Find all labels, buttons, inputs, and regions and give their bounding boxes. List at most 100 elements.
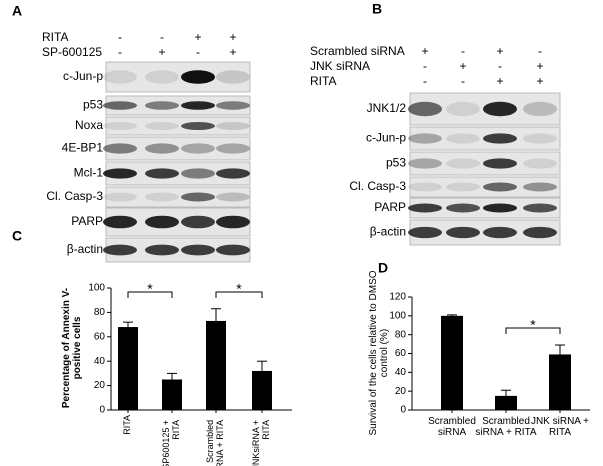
blot-band [103, 143, 137, 154]
y-tick-label: 20 [395, 386, 407, 397]
blot-band [446, 133, 480, 144]
x-tick-label: JNK siRNA + RITA [530, 416, 590, 438]
blot-band [103, 70, 137, 84]
significance-mark: * [147, 281, 153, 297]
treatment-sign: - [118, 30, 122, 44]
y-tick-label: 60 [94, 331, 106, 342]
treatment-sign: - [118, 45, 122, 59]
panel-label: B [372, 1, 382, 17]
blot-band [216, 215, 250, 229]
blot-label: Noxa [75, 118, 103, 132]
blot-label: Cl. Casp-3 [349, 179, 406, 193]
y-tick-label: 80 [395, 329, 407, 340]
blot-band [408, 226, 442, 239]
blot-label: p53 [386, 156, 406, 170]
blot-band [103, 244, 137, 256]
significance-bracket [505, 327, 561, 334]
blot-band [103, 192, 137, 202]
panel-label: A [12, 3, 22, 19]
blot-band [216, 168, 250, 179]
blot-band [181, 168, 215, 179]
blot-band [483, 226, 517, 239]
blot-label: Cl. Casp-3 [46, 189, 103, 203]
y-tick-label: 20 [94, 380, 106, 391]
y-tick-label: 0 [400, 405, 406, 416]
blot-band [145, 143, 179, 154]
significance-mark: * [530, 317, 536, 333]
treatment-sign: + [496, 44, 503, 58]
y-tick-label: 80 [94, 307, 106, 318]
x-tick-label: JNKsiRNA + RITA [251, 419, 271, 466]
x-tick-label: Scrambled siRNA + RITA [475, 416, 537, 438]
bar [549, 354, 571, 410]
y-tick-label: 0 [99, 405, 105, 416]
significance-bracket [215, 291, 263, 298]
y-axis-label: Percentage of Annexin V-positive cells [61, 287, 83, 409]
bar [162, 379, 182, 410]
blot-band [446, 182, 480, 192]
blot-band [446, 226, 480, 239]
blot-band [408, 203, 442, 213]
y-axis-label: Survival of the cells relative to DMSO c… [368, 269, 390, 436]
blot-band [523, 226, 557, 239]
blot-band [216, 70, 250, 84]
blot-band [483, 158, 517, 169]
treatment-sign: + [536, 59, 543, 73]
blot-band [483, 133, 517, 144]
blot-label: Mcl-1 [74, 166, 104, 180]
y-tick-label: 100 [389, 310, 406, 321]
bar [252, 370, 272, 410]
blot-band [483, 203, 517, 213]
treatment-label: SP-600125 [42, 45, 102, 59]
blot-band [446, 158, 480, 169]
bar [206, 320, 226, 410]
blot-strip [105, 61, 251, 93]
bar [495, 395, 517, 410]
treatment-sign: - [461, 44, 465, 58]
blot-band [408, 133, 442, 144]
blot-label: 4E-BP1 [62, 141, 104, 155]
treatment-sign: + [459, 59, 466, 73]
treatment-sign: - [196, 45, 200, 59]
blot-band [145, 215, 179, 229]
blot-band [523, 182, 557, 192]
blot-band [216, 143, 250, 154]
treatment-label: RITA [310, 74, 336, 88]
blot-label: JNK1/2 [367, 101, 407, 115]
blot-band [103, 121, 137, 131]
blot-band [145, 101, 179, 110]
blot-label: c-Jun-p [63, 69, 103, 83]
blot-band [408, 182, 442, 192]
blot-band [408, 158, 442, 169]
blot-band [446, 101, 480, 117]
y-tick-label: 100 [88, 283, 105, 294]
blot-band [145, 192, 179, 202]
blot-band [103, 168, 137, 179]
significance-mark: * [236, 281, 242, 297]
treatment-label: Scrambled siRNA [310, 44, 405, 58]
y-tick-label: 60 [395, 348, 407, 359]
blot-band [523, 158, 557, 169]
blot-band [181, 143, 215, 154]
blot-band [103, 215, 137, 229]
x-tick-label: Scrambled siRNA + RITA [205, 419, 225, 466]
significance-bracket [127, 291, 173, 298]
x-tick-label: RITA [122, 414, 133, 435]
blot-band [145, 70, 179, 84]
blot-label: p53 [83, 98, 103, 112]
blot-band [483, 182, 517, 192]
treatment-label: RITA [42, 30, 68, 44]
panel-label: C [12, 228, 22, 244]
blot-band [523, 203, 557, 213]
blot-label: PARP [374, 200, 406, 214]
blot-label: β-actin [370, 225, 406, 239]
blot-band [181, 121, 215, 131]
x-tick-label: Scrambled siRNA [428, 416, 476, 438]
blot-band [408, 101, 442, 117]
blot-band [216, 101, 250, 110]
blot-band [145, 121, 179, 131]
treatment-sign: + [496, 74, 503, 88]
treatment-sign: + [536, 74, 543, 88]
blot-band [181, 70, 215, 84]
